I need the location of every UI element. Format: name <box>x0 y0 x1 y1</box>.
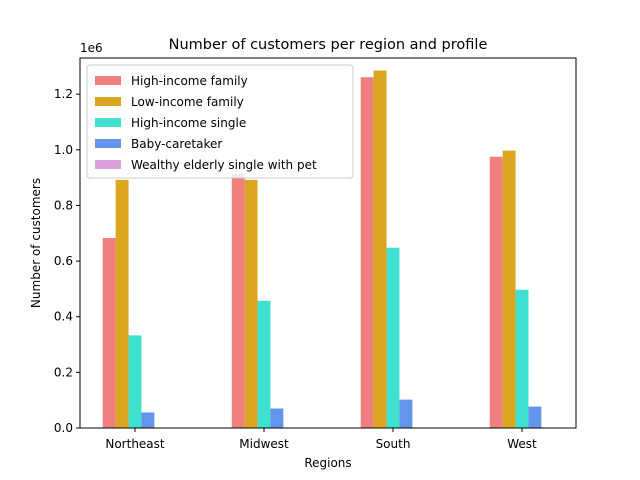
bar-northeast-series-2 <box>128 335 142 428</box>
bar-south-series-0 <box>360 77 374 428</box>
legend-swatch <box>95 160 121 169</box>
y-tick-label: 0.8 <box>54 198 73 212</box>
bar-west-series-3 <box>528 406 542 428</box>
bar-northeast-series-3 <box>141 412 155 428</box>
y-tick-label: 1.0 <box>54 143 73 157</box>
bar-northeast-series-1 <box>115 179 129 428</box>
bars-group <box>102 70 542 429</box>
y-tick-label: 0.0 <box>54 421 73 435</box>
bar-south-series-1 <box>373 70 387 429</box>
legend-entry: High-income single <box>131 116 246 130</box>
legend-frame <box>86 64 354 179</box>
bar-west-series-1 <box>502 150 516 428</box>
y-axis: 0.0 0.2 0.4 0.6 0.8 1.0 1.2 <box>54 87 80 435</box>
legend-swatch <box>95 76 121 85</box>
legend-entry: Wealthy elderly single with pet <box>131 158 317 172</box>
legend-entry: Baby-caretaker <box>131 137 222 151</box>
legend-entry: High-income family <box>131 74 248 88</box>
x-axis: Northeast Midwest South West <box>105 428 537 451</box>
legend: High-income family Low-income family High-… <box>86 64 354 179</box>
y-tick-label: 0.2 <box>54 365 73 379</box>
x-tick-label: South <box>376 437 411 451</box>
bar-midwest-series-1 <box>244 179 258 428</box>
x-tick-label: West <box>507 437 537 451</box>
bar-midwest-series-2 <box>257 300 271 428</box>
legend-swatch <box>95 118 121 127</box>
bar-south-series-2 <box>386 247 400 428</box>
plot-frame <box>79 57 577 429</box>
x-tick-label: Midwest <box>239 437 289 451</box>
y-axis-offset-label: 1e6 <box>80 41 103 55</box>
x-axis-label: Regions <box>304 456 351 470</box>
y-tick-label: 0.4 <box>54 310 73 324</box>
bar-midwest-series-3 <box>270 408 284 428</box>
bar-west-series-2 <box>515 289 529 428</box>
bar-midwest-series-0 <box>231 174 245 428</box>
legend-swatch <box>95 139 121 148</box>
legend-swatch <box>95 97 121 106</box>
y-tick-label: 1.2 <box>54 87 73 101</box>
bar-northeast-series-0 <box>102 237 116 428</box>
chart-title: Number of customers per region and profi… <box>169 37 488 53</box>
y-axis-label: Number of customers <box>29 178 43 308</box>
legend-entry: Low-income family <box>131 95 244 109</box>
y-tick-label: 0.6 <box>54 254 73 268</box>
bar-west-series-0 <box>489 156 503 428</box>
bar-south-series-3 <box>399 399 413 428</box>
x-tick-label: Northeast <box>105 437 165 451</box>
